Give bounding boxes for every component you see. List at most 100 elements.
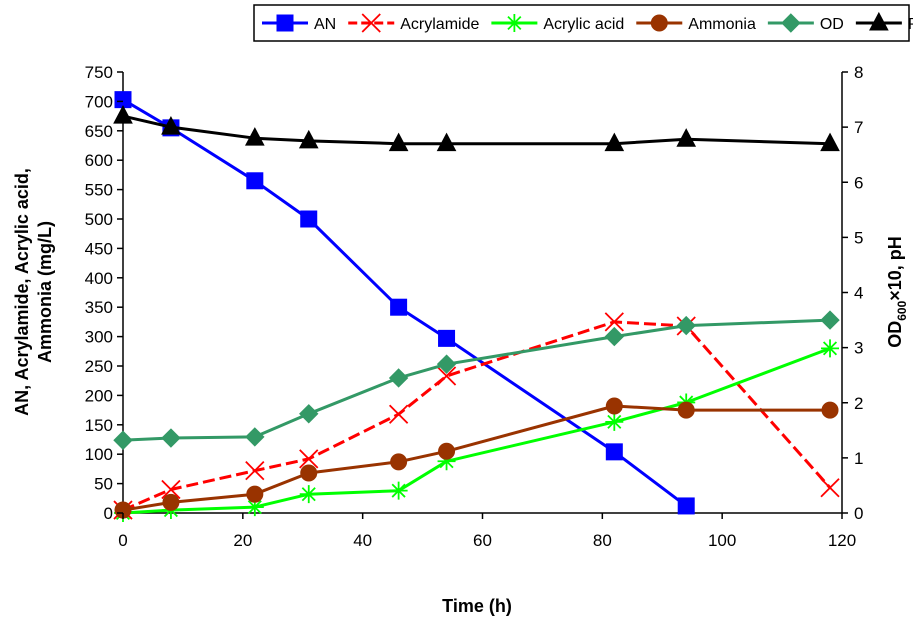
data-point-ph <box>161 116 181 135</box>
legend-label: AN <box>314 16 336 33</box>
data-point-acrylamide <box>161 479 181 500</box>
x-tick-label: 100 <box>708 531 736 550</box>
data-point-od <box>676 315 696 336</box>
y-tick-label: 150 <box>85 416 113 435</box>
y-tick-label: 600 <box>85 151 113 170</box>
y-tick-label: 650 <box>85 122 113 141</box>
data-point-acrylic-acid <box>245 498 264 517</box>
legend-swatch-marker <box>650 14 668 32</box>
data-point-an <box>390 298 408 316</box>
series-line-acrylamide <box>122 320 832 512</box>
legend-item-acrylic-acid: Acrylic acid <box>491 14 624 33</box>
series-line-od <box>122 318 831 442</box>
y-tick-label: 300 <box>85 328 113 347</box>
y-tick-label: 500 <box>85 210 113 229</box>
legend-item-od: OD <box>767 13 844 33</box>
series-an <box>114 91 695 515</box>
data-point-acrylic-acid <box>821 339 840 358</box>
series-acrylic-acid <box>114 339 840 522</box>
y-tick-label: 50 <box>94 475 113 494</box>
data-point-od <box>388 368 409 388</box>
data-point-ammonia <box>390 453 408 471</box>
y2-axis-title-rest: ×10, pH <box>885 236 905 301</box>
data-point-ph <box>113 105 133 124</box>
data-point-od <box>245 427 265 447</box>
y2-tick-label: 2 <box>854 394 863 413</box>
y-tick-label: 450 <box>85 239 113 258</box>
legend: AN Acrylamide Acrylic acid Ammonia OD PH <box>253 4 913 42</box>
data-point-acrylic-acid <box>299 485 318 504</box>
legend-label: OD <box>820 16 844 33</box>
legend-label: Ammonia <box>688 16 756 33</box>
y-axis-left: 0 50 100 150 200 250 300 350 400 450 500 550 600 650 7… <box>85 63 123 523</box>
data-point-an <box>605 443 623 461</box>
data-point-ammonia <box>821 401 839 419</box>
data-point-an <box>300 210 318 228</box>
data-point-ph <box>298 129 319 149</box>
legend-swatch-marker <box>505 14 524 32</box>
data-point-ph <box>244 127 265 146</box>
y-axis-title: AN, Acrylamide, Acrylic acid, Ammonia (m… <box>12 168 55 416</box>
x-tick-label: 40 <box>353 531 372 550</box>
y2-tick-label: 5 <box>854 228 863 247</box>
legend-item-ph: PH <box>855 11 913 33</box>
legend-swatch-marker <box>361 13 381 33</box>
y2-tick-label: 0 <box>854 504 863 523</box>
data-point-od <box>113 430 133 450</box>
legend-swatch-marker <box>276 14 294 32</box>
x-tick-label: 20 <box>233 531 252 550</box>
y-axis-title-line-2: Ammonia (mg/L) <box>35 221 55 363</box>
series-ph <box>113 105 840 152</box>
x-tick-label: 80 <box>593 531 612 550</box>
data-point-ammonia <box>605 397 623 415</box>
data-point-ph <box>820 132 840 152</box>
legend-item-an: AN <box>262 14 336 33</box>
y-tick-label: 0 <box>104 504 113 523</box>
y-tick-label: 700 <box>85 92 113 111</box>
y-tick-label: 750 <box>85 63 113 82</box>
x-tick-label: 60 <box>473 531 492 550</box>
y2-axis-title-text: OD600×10, pH <box>885 236 909 348</box>
data-point-acrylamide <box>436 366 457 386</box>
data-point-od <box>299 404 319 424</box>
y-tick-label: 250 <box>85 357 113 376</box>
y2-axis-title-subscript: 600 <box>895 300 909 320</box>
x-tick-label: 0 <box>118 531 127 550</box>
legend-label: Acrylic acid <box>543 16 624 33</box>
data-point-acrylamide <box>820 478 840 498</box>
data-point-ammonia <box>162 493 180 511</box>
y-tick-label: 350 <box>85 298 113 317</box>
x-axis: 0 20 40 60 80 100 120 <box>118 513 856 550</box>
x-tick-label: 120 <box>828 531 856 550</box>
y2-tick-label: 3 <box>854 339 863 358</box>
y-tick-label: 400 <box>85 269 113 288</box>
data-point-ammonia <box>246 485 264 503</box>
data-point-acrylamide <box>245 461 265 481</box>
data-point-ph <box>604 132 625 152</box>
data-point-acrylic-acid <box>389 481 408 500</box>
data-point-acrylic-acid <box>437 452 456 471</box>
y-axis-title-line-1: AN, Acrylamide, Acrylic acid, <box>12 168 32 416</box>
data-point-acrylamide <box>388 404 409 424</box>
data-point-od <box>820 310 840 330</box>
data-point-an <box>677 497 695 515</box>
data-point-ph <box>676 128 697 147</box>
legend-label: PH <box>908 16 913 33</box>
y2-axis-title-main: OD <box>885 321 905 348</box>
data-point-acrylic-acid <box>605 412 624 431</box>
data-point-acrylamide <box>604 312 624 332</box>
y-tick-label: 200 <box>85 386 113 405</box>
data-point-an <box>438 329 456 347</box>
data-point-an <box>246 172 264 190</box>
series-od <box>113 310 840 450</box>
series-line-ammonia <box>122 404 830 512</box>
data-point-od <box>604 326 625 347</box>
y2-tick-label: 1 <box>854 449 863 468</box>
legend-item-acrylamide: Acrylamide <box>348 13 479 33</box>
series-ammonia <box>114 397 839 519</box>
x-axis-title: Time (h) <box>442 596 512 616</box>
y-axis-right: 0 1 2 3 4 5 6 7 8 <box>842 63 863 523</box>
data-point-acrylamide <box>299 449 319 469</box>
legend-swatch-marker <box>781 13 801 33</box>
data-point-ammonia <box>300 464 318 482</box>
